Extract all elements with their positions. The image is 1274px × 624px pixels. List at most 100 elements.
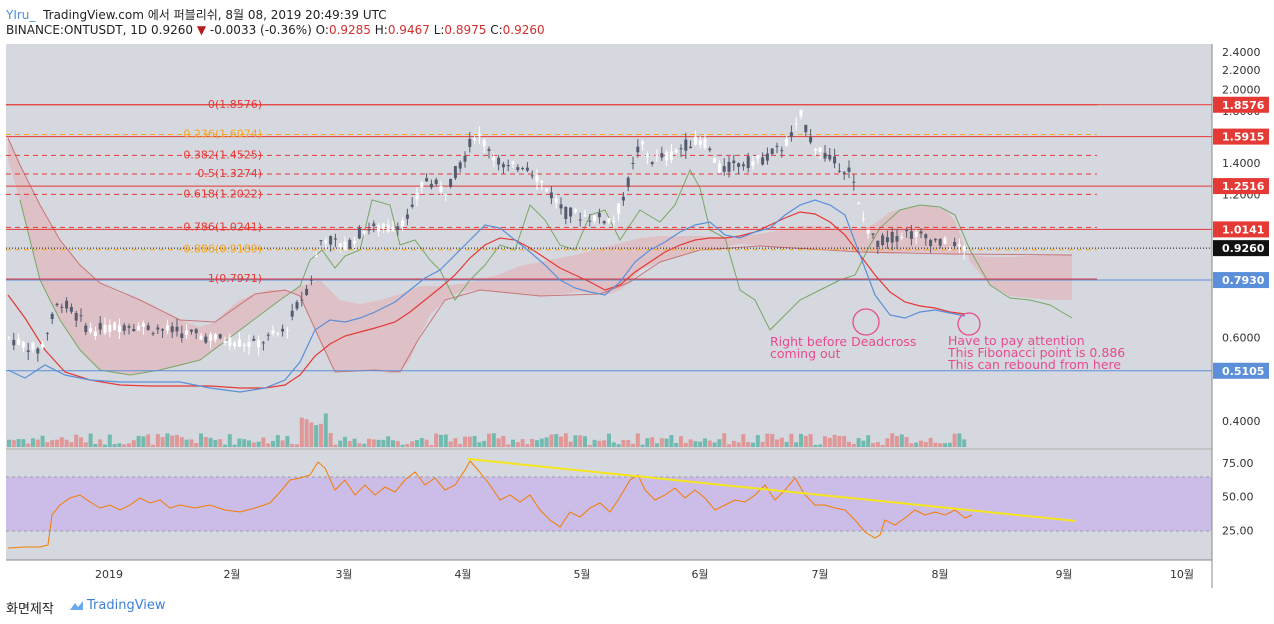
annotation-circle-deadcross[interactable] (852, 308, 880, 336)
time-tick-label: 4월 (454, 568, 471, 581)
volume-bar (957, 433, 962, 447)
moving-average-blue (7, 199, 966, 393)
volume-bar (659, 438, 664, 447)
candle-body (521, 168, 525, 170)
volume-bar (40, 435, 45, 447)
candle-body (487, 149, 491, 151)
candle-body (357, 227, 361, 239)
candle-body (276, 333, 280, 335)
author-name[interactable]: YIru_ (6, 8, 36, 22)
volume-bar (717, 439, 722, 447)
candle-body (501, 164, 505, 168)
time-tick-label: 6월 (691, 568, 708, 581)
fib-level-label: 1(0.7971) (208, 272, 262, 285)
volume-bar (237, 438, 242, 447)
candle-body (353, 240, 357, 244)
candle-body (324, 240, 328, 244)
volume-bar (482, 440, 487, 447)
candle-body (794, 123, 798, 125)
rsi-trend-line[interactable] (467, 458, 1077, 522)
candle-body (103, 324, 107, 333)
candle-body (703, 138, 707, 148)
volume-bar (904, 437, 909, 447)
price-axis[interactable]: 2.40002.20002.00001.80001.60001.40001.20… (1213, 46, 1269, 428)
candlesticks[interactable] (7, 109, 966, 362)
candle-body (31, 342, 35, 350)
tradingview-logo[interactable]: TradingView (70, 598, 166, 613)
volume-bar (962, 439, 967, 447)
rsi-axis[interactable]: 75.00 50.00 25.00 (1222, 457, 1254, 538)
candle-body (852, 181, 856, 183)
volume-bar (371, 439, 376, 447)
volume-bar (79, 437, 83, 447)
candle-body (679, 148, 683, 150)
volume-bar (146, 434, 151, 447)
volume-bar (799, 433, 803, 447)
volume-bar (93, 443, 98, 447)
candle-body (785, 138, 789, 147)
candle-body (89, 328, 93, 332)
candle-body (876, 240, 880, 247)
fib-retracement[interactable]: 0(1.8576) 0.236(1.6074) 0.382(1.4525) 0.5(1… (6, 98, 1097, 285)
volume-bar (7, 439, 11, 447)
volume-bar (895, 435, 899, 447)
candle-body (559, 204, 563, 209)
price-tag-bg (1213, 178, 1269, 195)
candle-body (948, 249, 952, 251)
candle-body (751, 161, 755, 166)
volume-bar (55, 439, 59, 447)
candle-body (305, 288, 309, 295)
volume-bar (347, 441, 352, 447)
candle-body (933, 238, 937, 241)
time-axis[interactable] (6, 560, 1212, 588)
annotation-fib-line3[interactable]: This can rebound from here (947, 357, 1121, 372)
footer-made-with: 화면제작 (6, 602, 54, 617)
volume-bar (813, 444, 818, 447)
volume-bar (367, 438, 371, 447)
volume-bar (218, 439, 223, 447)
price-tick-label: 0.4000 (1222, 415, 1261, 428)
volume-bar (938, 443, 943, 447)
symbol-name[interactable]: BINANCE:ONTUSDT, 1D (6, 23, 148, 37)
volume-bar (50, 440, 55, 447)
annotation-deadcross-line1[interactable]: Right before Deadcross (770, 334, 916, 349)
candle-body (242, 344, 246, 346)
volume-bar (578, 435, 583, 447)
rsi-line (7, 460, 973, 549)
candle-body (463, 155, 467, 162)
candle-body (828, 154, 832, 160)
price-tick-label: 2.4000 (1222, 46, 1261, 59)
candle-body (228, 337, 232, 347)
volume-bar (928, 437, 933, 447)
volume-bar (679, 436, 683, 447)
candle-body (732, 160, 736, 164)
candle-body (799, 109, 803, 116)
candle-body (185, 330, 189, 335)
candle-body (837, 170, 841, 172)
volume-bar (698, 441, 703, 447)
main-pane[interactable] (6, 44, 1212, 448)
annotation-deadcross-line2[interactable]: coming out (770, 346, 841, 361)
price-tick-label: 1.4000 (1222, 157, 1261, 170)
candle-body (257, 340, 261, 348)
price-tag-label: 1.5915 (1222, 131, 1264, 144)
volume-bar (722, 433, 727, 447)
candle-body (938, 238, 942, 246)
candle-body (535, 175, 539, 182)
candle-body (348, 239, 352, 249)
candle-body (588, 220, 592, 222)
volume-bar (568, 441, 573, 447)
candle-body (708, 148, 712, 151)
annotation-circle-fib[interactable] (957, 312, 981, 336)
candle-body (885, 237, 889, 243)
volume-bar (530, 438, 535, 447)
candle-body (761, 157, 765, 165)
candle-body (516, 167, 520, 171)
fib-level-label: 0.618(1.2022) (183, 187, 262, 200)
annotation-fib-line1[interactable]: Have to pay attention (948, 333, 1085, 348)
volume-bar (597, 440, 602, 447)
volume-bar (554, 434, 559, 447)
annotation-fib-line2[interactable]: This Fibonacci point is 0.886 (947, 345, 1125, 360)
candle-body (929, 240, 933, 246)
